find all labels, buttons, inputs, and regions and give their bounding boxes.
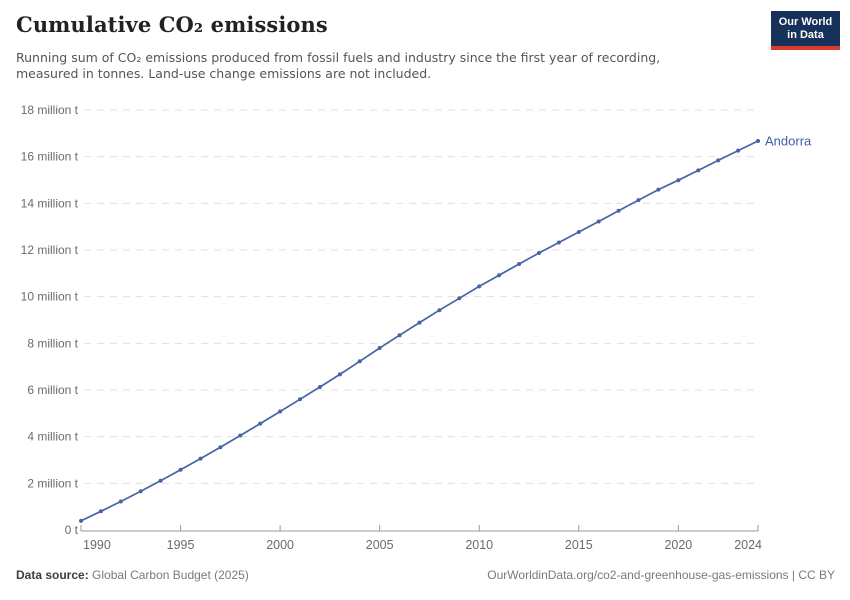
data-point[interactable] — [198, 456, 203, 461]
data-point[interactable] — [457, 296, 462, 301]
x-tick-label: 2015 — [565, 538, 593, 552]
data-point[interactable] — [477, 284, 482, 289]
data-point[interactable] — [537, 251, 541, 255]
x-tick-label: 1995 — [167, 538, 195, 552]
data-point[interactable] — [218, 445, 223, 450]
attribution-link[interactable]: OurWorldinData.org/co2-and-greenhouse-ga… — [487, 568, 835, 582]
data-point[interactable] — [696, 168, 701, 173]
chart-subtitle-line2: measured in tonnes. Land-use change emis… — [16, 66, 432, 82]
data-point[interactable] — [79, 518, 83, 523]
data-point[interactable] — [337, 372, 342, 377]
y-tick-label: 2 million t — [27, 476, 78, 490]
data-point[interactable] — [278, 409, 283, 414]
data-point[interactable] — [138, 489, 143, 494]
data-point[interactable] — [118, 499, 123, 504]
x-tick-label: 2005 — [366, 538, 394, 552]
data-point[interactable] — [417, 320, 422, 325]
data-point[interactable] — [238, 433, 243, 438]
owid-logo-stripe — [771, 46, 840, 50]
data-point[interactable] — [317, 385, 322, 389]
x-tick-label: 2010 — [465, 538, 493, 552]
data-point[interactable] — [676, 178, 681, 183]
data-point[interactable] — [98, 509, 103, 514]
data-point[interactable] — [357, 359, 362, 364]
data-point[interactable] — [397, 333, 402, 338]
owid-logo-line2: in Data — [787, 28, 824, 41]
data-point[interactable] — [258, 421, 263, 426]
x-tick-label: 2020 — [664, 538, 692, 552]
series-end-label[interactable]: Andorra — [765, 134, 812, 149]
data-point[interactable] — [656, 187, 661, 192]
emissions-line[interactable] — [80, 140, 759, 522]
page-title: Cumulative CO₂ emissions — [16, 12, 328, 37]
data-source-value: Global Carbon Budget (2025) — [92, 568, 249, 582]
y-tick-label: 14 million t — [21, 196, 79, 210]
y-tick-label: 6 million t — [27, 383, 78, 397]
y-tick-label: 8 million t — [27, 336, 78, 350]
data-point[interactable] — [377, 346, 382, 350]
data-point[interactable] — [716, 158, 721, 163]
x-tick-label: 2000 — [266, 538, 294, 552]
data-point[interactable] — [556, 240, 561, 245]
y-tick-label: 16 million t — [21, 150, 79, 164]
data-source-label: Data source: — [16, 568, 89, 582]
y-tick-label: 0 t — [65, 523, 79, 537]
y-tick-label: 10 million t — [21, 290, 79, 304]
owid-logo-line1: Our World — [778, 15, 833, 28]
data-point[interactable] — [497, 273, 502, 278]
data-source: Data source: Global Carbon Budget (2025) — [16, 568, 249, 582]
chart-subtitle-line1: Running sum of CO₂ emissions produced fr… — [16, 50, 661, 65]
data-point[interactable] — [756, 139, 760, 143]
data-point[interactable] — [158, 478, 163, 483]
data-point[interactable] — [596, 219, 601, 224]
data-point[interactable] — [437, 308, 442, 313]
y-tick-label: 4 million t — [27, 430, 78, 444]
data-point[interactable] — [736, 148, 741, 153]
y-tick-label: 18 million t — [21, 103, 79, 117]
data-point[interactable] — [636, 198, 641, 203]
x-tick-label: 1990 — [83, 538, 111, 552]
chart-subtitle: Running sum of CO₂ emissions produced fr… — [16, 50, 660, 83]
data-point[interactable] — [576, 230, 581, 234]
y-tick-label: 12 million t — [21, 243, 79, 257]
data-point[interactable] — [298, 397, 302, 402]
owid-logo[interactable]: Our World in Data — [771, 11, 840, 50]
data-point[interactable] — [178, 467, 183, 472]
data-point[interactable] — [517, 262, 522, 266]
x-tick-label: 2024 — [734, 538, 762, 552]
data-point[interactable] — [616, 208, 621, 213]
